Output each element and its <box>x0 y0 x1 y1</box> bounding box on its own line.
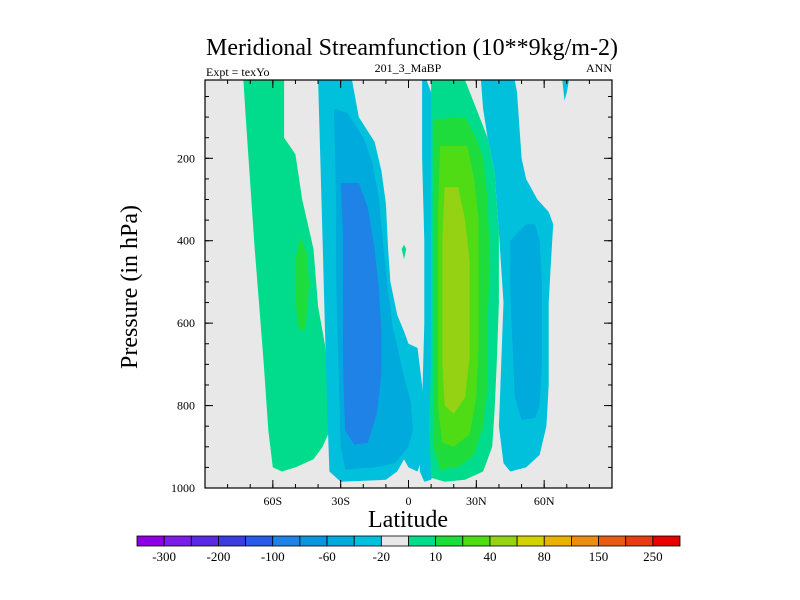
colorbar-swatch <box>326 535 355 547</box>
colorbar-swatch <box>598 535 627 547</box>
x-tick-label: 60S <box>263 494 282 508</box>
y-tick-label: 200 <box>177 151 195 165</box>
period-label: 201_3_MaBP <box>375 61 442 75</box>
axes: 60S 30S 0 30N 60N 200 400 600 800 1000 <box>171 79 613 508</box>
colorbar-label: 80 <box>538 549 551 564</box>
colorbar-label: -20 <box>373 549 390 564</box>
colorbar-label: -300 <box>152 549 176 564</box>
y-axis-label: Pressure (in hPa) <box>117 205 143 369</box>
colorbar-swatch <box>380 535 409 547</box>
colorbar-label: -200 <box>207 549 231 564</box>
contour-region-9 <box>442 187 470 414</box>
x-tick-label: 30S <box>331 494 350 508</box>
colorbar-swatch <box>571 535 599 547</box>
experiment-label: Expt = texYo <box>206 65 270 79</box>
x-tick-label: 30N <box>466 494 487 508</box>
contour-region-13 <box>401 244 407 260</box>
colorbar-swatch <box>543 535 572 547</box>
colorbar-swatch <box>299 535 328 547</box>
contour-region-12 <box>562 80 569 101</box>
chart-title: Meridional Streamfunction (10**9kg/m-2) <box>206 35 618 61</box>
contour-region-1 <box>295 236 309 332</box>
colorbar-swatch <box>245 535 274 547</box>
colorbar-label: 150 <box>589 549 609 564</box>
colorbar-swatch <box>435 535 464 547</box>
y-tick-label: 800 <box>177 399 195 413</box>
colorbar-swatch <box>272 535 301 547</box>
colorbar-swatch <box>652 535 681 547</box>
colorbar-swatch <box>163 535 192 547</box>
x-axis-label: Latitude <box>368 507 448 533</box>
colorbar-swatch <box>136 535 165 547</box>
x-tick-label: 60N <box>534 494 555 508</box>
colorbar-swatch <box>408 535 437 547</box>
colorbar-label: -100 <box>261 549 285 564</box>
colorbar-swatch <box>190 535 219 547</box>
y-tick-label: 400 <box>177 234 195 248</box>
contour-region-11 <box>510 224 542 420</box>
season-label: ANN <box>586 61 612 75</box>
contour-region-4 <box>340 183 382 445</box>
colorbar-label: 40 <box>483 549 496 564</box>
colorbar-label: 250 <box>643 549 663 564</box>
colorbar-swatch <box>462 535 491 547</box>
colorbar-swatch <box>516 535 545 547</box>
colorbar-swatch <box>353 535 382 547</box>
colorbar-label: 10 <box>429 549 442 564</box>
colorbar-swatch <box>489 535 518 547</box>
plot-area <box>205 80 612 488</box>
contour-region-0 <box>243 80 332 472</box>
y-tick-label: 1000 <box>171 481 195 495</box>
colorbar-swatch <box>625 535 654 547</box>
x-tick-label: 0 <box>406 494 412 508</box>
colorbar: -300 -200 -100 -60 -20 10 40 80 150 250 <box>136 535 681 564</box>
y-tick-label: 600 <box>177 316 195 330</box>
colorbar-swatch <box>218 535 246 547</box>
colorbar-label: -60 <box>318 549 335 564</box>
